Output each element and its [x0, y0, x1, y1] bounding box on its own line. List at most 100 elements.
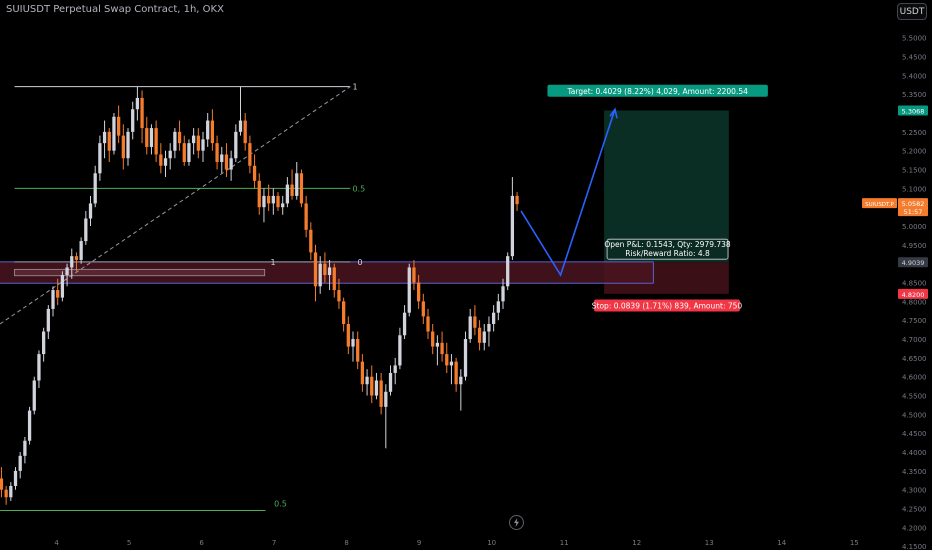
candle-body: [440, 342, 444, 355]
candle-body: [74, 256, 79, 260]
candle-body: [459, 376, 463, 385]
candle-body: [313, 252, 318, 287]
candle-body: [370, 376, 374, 396]
candle-body: [257, 180, 261, 208]
candle-body: [501, 286, 505, 302]
stop-label: Stop: 0.0839 (1.71%) 839, Amount: 750: [592, 299, 742, 312]
candle-body: [398, 335, 402, 366]
candle-body: [341, 301, 346, 324]
currency-button[interactable]: USDT: [897, 3, 927, 20]
candle: [473, 305, 477, 336]
candle: [468, 308, 472, 343]
x-tick-label: 14: [777, 539, 786, 547]
replay-button[interactable]: [509, 515, 524, 530]
candle: [510, 177, 515, 260]
target-zone: [604, 110, 729, 263]
y-tick-label: 5.5000: [902, 35, 927, 43]
candle: [407, 263, 411, 317]
candle: [107, 128, 111, 162]
candle: [421, 293, 425, 324]
candle: [435, 335, 440, 366]
candle: [229, 150, 233, 181]
candle: [74, 252, 79, 272]
lightning-icon: [514, 518, 519, 527]
projected-path: [520, 108, 616, 277]
candle-body: [27, 410, 32, 441]
candle-body: [393, 365, 397, 373]
candle: [243, 113, 247, 151]
candle-body: [299, 173, 304, 204]
candle: [384, 384, 388, 449]
y-tick-label: 4.5500: [902, 393, 927, 401]
candle: [477, 320, 482, 351]
candle-body: [224, 154, 229, 170]
candle: [238, 86, 243, 136]
candle: [412, 259, 416, 291]
candle-body: [435, 342, 440, 347]
symbol-bg: [862, 198, 897, 209]
trendline-dashed: [0, 86, 351, 325]
candle: [271, 188, 275, 215]
candle-body: [18, 455, 22, 471]
candle-body: [510, 195, 515, 257]
candle: [88, 195, 93, 227]
candle-body: [327, 267, 332, 275]
candle-body: [426, 316, 430, 332]
candle: [341, 297, 346, 332]
candle: [145, 116, 149, 155]
candle-body: [234, 131, 238, 159]
candle: [32, 376, 36, 415]
y-tick-label: 4.7000: [902, 336, 927, 344]
y-tick-label: 5.2000: [902, 148, 927, 156]
candle: [201, 131, 205, 162]
candle: [346, 316, 350, 355]
candle: [501, 278, 505, 309]
candle-body: [309, 229, 313, 253]
candle: [257, 173, 261, 215]
candle-body: [229, 158, 233, 170]
candle: [154, 120, 158, 162]
candle: [131, 101, 135, 140]
candle: [281, 195, 285, 215]
candle-body: [402, 312, 407, 336]
candle: [252, 154, 257, 189]
candle-body: [468, 316, 472, 340]
candle-body: [276, 195, 280, 208]
x-axis: 4 5 6 7 8 9 10 11 12 13 14 15: [54, 539, 858, 547]
candle-body: [131, 109, 135, 132]
candle: [173, 128, 177, 159]
x-tick-label: 10: [487, 539, 496, 547]
candle: [318, 256, 322, 294]
candle-body: [449, 361, 454, 366]
candle: [215, 135, 219, 170]
candle-body: [271, 195, 275, 204]
candle-body: [323, 263, 327, 275]
candle-body: [384, 391, 388, 407]
candle: [159, 143, 163, 174]
candle: [51, 286, 55, 317]
candle: [496, 293, 500, 321]
candle-body: [32, 380, 36, 411]
y-tick-label: 4.4500: [902, 430, 927, 438]
x-tick-label: 15: [850, 539, 859, 547]
candle-body: [51, 290, 55, 309]
candle-body: [126, 131, 130, 159]
candle: [332, 263, 336, 298]
candle: [65, 263, 69, 287]
candle-body: [121, 135, 125, 159]
price-tag-stop: 4.8200: [898, 288, 928, 299]
candle-body: [295, 173, 299, 196]
candle-body: [356, 339, 360, 362]
candle: [299, 169, 304, 208]
candle: [416, 275, 421, 309]
candle-body: [201, 139, 205, 151]
candle: [276, 192, 280, 211]
current-price: 5.0582: [902, 200, 925, 208]
x-tick-label: 13: [705, 539, 714, 547]
candle-body: [388, 372, 393, 392]
candle-body: [337, 290, 341, 302]
candle-body: [154, 128, 158, 155]
candle: [440, 331, 444, 362]
